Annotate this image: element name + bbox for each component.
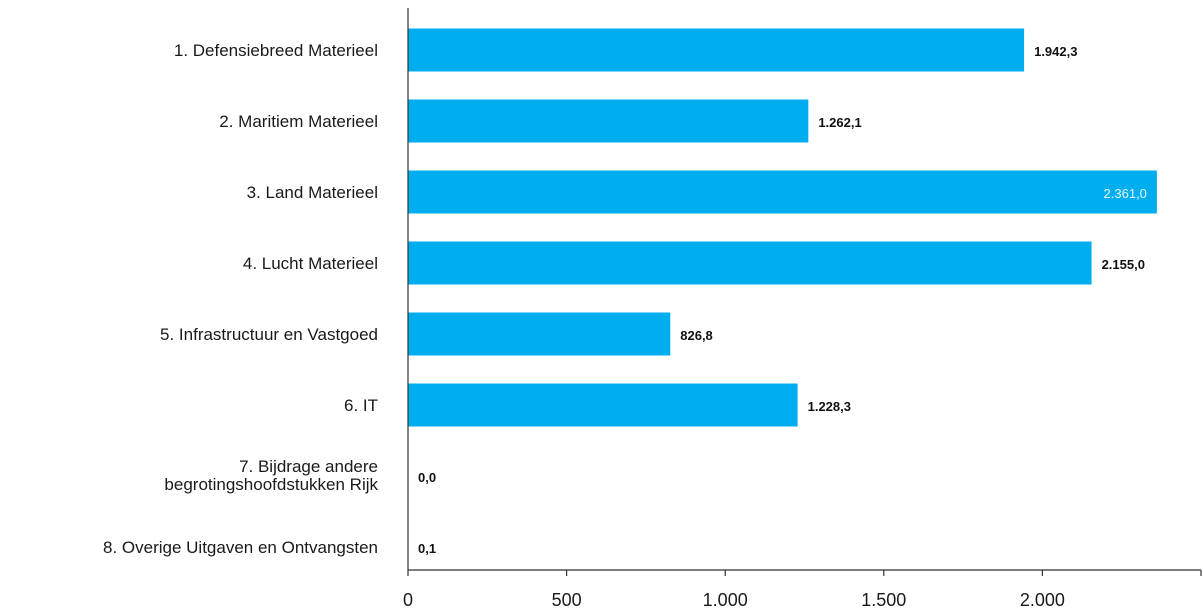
category-labels: 1. Defensiebreed Materieel 2. Maritiem Ma… [103,41,378,557]
bars-layer [408,28,1157,569]
value-label: 826,8 [680,328,713,343]
category-label: 6. IT [344,396,378,415]
category-label: 2. Maritiem Materieel [219,112,378,131]
bar [408,241,1092,285]
bar [408,99,809,143]
bar [408,28,1025,72]
bar [408,312,671,356]
x-tick-label: 1.000 [703,590,748,610]
value-label: 2.155,0 [1102,257,1145,272]
value-label: 0,0 [418,470,436,485]
x-axis: 0 500 1.000 1.500 2.000 [403,8,1202,610]
value-label: 1.942,3 [1034,44,1077,59]
category-label: 5. Infrastructuur en Vastgoed [160,325,378,344]
category-label: 3. Land Materieel [247,183,378,202]
x-tick-label: 1.500 [861,590,906,610]
bar [408,383,798,427]
value-label: 0,1 [418,541,436,556]
value-labels: 1.942,3 1.262,1 2.361,0 2.155,0 826,8 1.228,3… [418,44,1147,556]
x-tick-label: 0 [403,590,413,610]
category-label-line: begrotingshoofdstukken Rijk [164,475,378,494]
value-label: 1.262,1 [818,115,861,130]
x-tick-label: 500 [552,590,582,610]
category-label: 7. Bijdrage andere begrotingshoofdstukken… [164,457,378,494]
value-label: 2.361,0 [1104,186,1147,201]
category-label: 4. Lucht Materieel [243,254,378,273]
category-label-line: 7. Bijdrage andere [239,457,378,476]
category-label: 1. Defensiebreed Materieel [174,41,378,60]
bar [408,170,1157,214]
value-label: 1.228,3 [808,399,851,414]
category-label: 8. Overige Uitgaven en Ontvangsten [103,538,378,557]
x-tick-label: 2.000 [1020,590,1065,610]
